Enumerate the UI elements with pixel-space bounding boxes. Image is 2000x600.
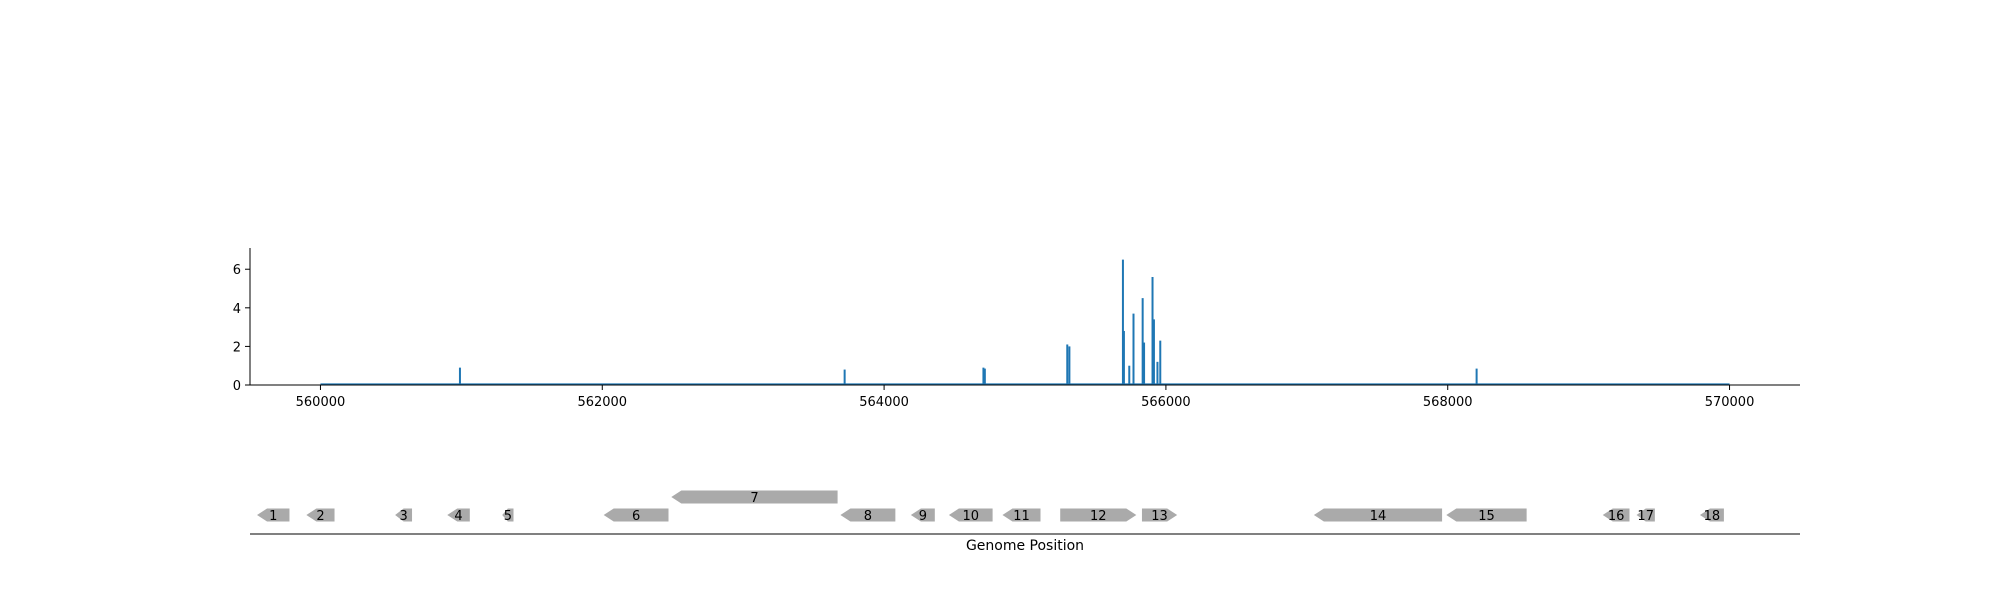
gene-arrow [910,508,935,522]
gene-arrow [306,508,335,522]
gene-arrow [1313,508,1443,522]
gene-label: 2 [316,509,324,524]
gene-label: 1 [269,509,277,524]
x-axis-title: Genome Position [966,538,1084,554]
gene-label: 14 [1370,509,1387,524]
coverage-plot: 0 2 4 6 560000 562000 564000 566000 568000 57000… [233,248,1800,410]
gene-label: 13 [1151,509,1168,524]
gene-label: 6 [632,509,640,524]
gene-arrow [671,490,838,504]
x-tick-label: 566000 [1141,395,1191,410]
gene-arrow [447,508,470,522]
gene-label: 17 [1637,509,1654,524]
gene-label: 8 [864,509,872,524]
y-tick-label: 2 [233,340,241,355]
gene-arrow [1636,508,1655,522]
y-tick-label: 0 [233,379,241,394]
x-tick-label: 568000 [1423,395,1473,410]
gene-label: 5 [504,509,512,524]
gene-label: 4 [454,509,462,524]
x-tick-label: 560000 [296,395,346,410]
gene-arrow [948,508,993,522]
x-axis-ticks: 560000 562000 564000 566000 568000 570000 [296,385,1755,410]
gene-arrow [1060,508,1137,522]
gene-label: 16 [1608,509,1625,524]
x-tick-label: 564000 [859,395,909,410]
x-tick-label: 570000 [1705,395,1755,410]
gene-label: 12 [1090,509,1107,524]
gene-label: 11 [1013,509,1030,524]
gene-label: 9 [919,509,927,524]
gene-arrow [1446,508,1527,522]
gene-arrow [1141,508,1178,522]
gene-arrow [840,508,896,522]
gene-label: 18 [1704,509,1721,524]
gene-arrow [603,508,669,522]
coverage-bars [320,259,1730,386]
gene-arrow [1002,508,1041,522]
gene-label: 10 [962,509,979,524]
gene-arrow [1602,508,1630,522]
gene-label: 15 [1478,509,1495,524]
gene-label: 3 [399,509,407,524]
gene-arrow [1699,508,1724,522]
gene-label: 7 [750,491,758,506]
y-axis-ticks: 0 2 4 6 [233,263,250,394]
gene-arrow [257,508,290,522]
gene-arrow [502,508,514,522]
y-tick-label: 4 [233,302,241,317]
gene-arrows: 1 2 3 4 5 678 9 10 11 12 13 14 15 16 17 18 [257,490,1724,524]
gene-map: 1 2 3 4 5 678 9 10 11 12 13 14 15 16 17 18 Genome Posit… [250,490,1800,554]
y-tick-label: 6 [233,263,241,278]
gene-arrow [395,508,413,522]
x-tick-label: 562000 [577,395,627,410]
